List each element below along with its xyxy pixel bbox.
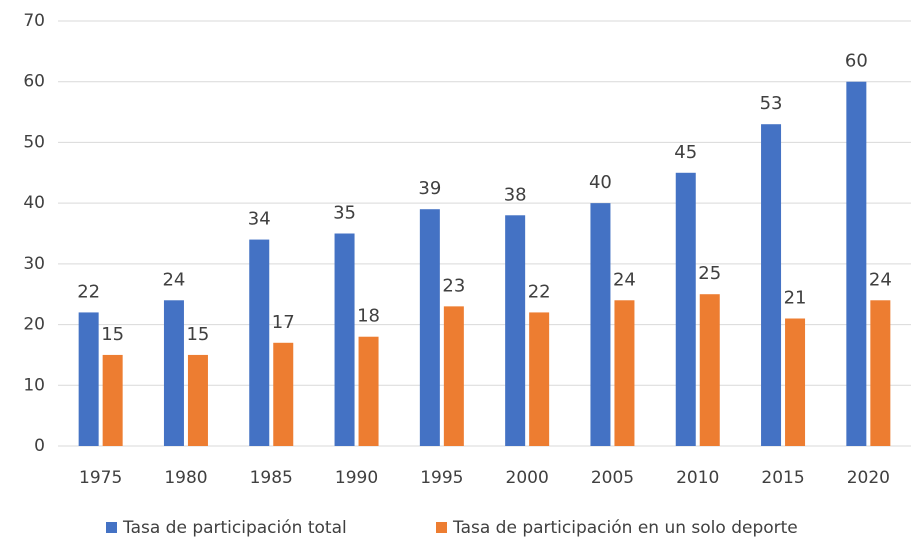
bar	[505, 215, 526, 446]
data-label: 34	[248, 209, 271, 230]
bar	[785, 318, 806, 446]
x-tick-label: 2010	[676, 468, 719, 488]
data-label: 25	[698, 263, 721, 284]
data-label: 18	[357, 306, 380, 327]
bar	[761, 124, 782, 446]
legend-swatch	[106, 522, 117, 533]
data-label: 45	[674, 142, 697, 163]
data-label: 39	[418, 178, 441, 199]
x-tick-label: 2005	[591, 468, 634, 488]
y-tick-label: 70	[23, 11, 45, 31]
data-label: 53	[760, 93, 783, 114]
bar	[614, 300, 635, 446]
y-tick-label: 60	[23, 72, 45, 92]
x-tick-label: 1975	[79, 468, 122, 488]
y-tick-label: 0	[34, 436, 45, 456]
data-label: 15	[186, 324, 209, 345]
data-label: 38	[504, 184, 527, 205]
data-label: 60	[845, 51, 868, 72]
data-label: 24	[869, 269, 892, 290]
bar	[675, 172, 696, 447]
bar	[590, 203, 611, 446]
data-label: 15	[101, 324, 124, 345]
bar	[443, 306, 464, 446]
x-tick-label: 1985	[250, 468, 293, 488]
bar	[699, 294, 720, 446]
data-label: 40	[589, 172, 612, 193]
data-label: 22	[528, 281, 551, 302]
bar	[529, 312, 550, 446]
bar	[334, 233, 355, 446]
y-tick-label: 40	[23, 193, 45, 213]
bar	[419, 209, 440, 446]
y-tick-label: 10	[23, 375, 45, 395]
data-label: 21	[784, 288, 807, 309]
bar	[870, 300, 891, 446]
bar	[358, 336, 379, 446]
bar	[78, 312, 99, 446]
bar	[187, 354, 208, 446]
y-tick-label: 50	[23, 132, 45, 152]
data-label: 23	[442, 275, 465, 296]
y-tick-label: 20	[23, 315, 45, 335]
bar	[102, 354, 123, 446]
legend-swatch	[436, 522, 447, 533]
x-tick-label: 2015	[761, 468, 804, 488]
data-label: 35	[333, 203, 356, 224]
x-tick-label: 1995	[420, 468, 463, 488]
bar	[249, 239, 270, 446]
data-label: 17	[272, 312, 295, 333]
data-label: 22	[77, 281, 100, 302]
y-tick-label: 30	[23, 254, 45, 274]
legend-label: Tasa de participación total	[122, 518, 347, 538]
x-tick-label: 2020	[847, 468, 890, 488]
bar	[273, 342, 294, 446]
legend-label: Tasa de participación en un solo deporte	[452, 518, 798, 538]
bar	[163, 300, 184, 446]
data-label: 24	[613, 269, 636, 290]
x-tick-label: 1990	[335, 468, 378, 488]
data-label: 24	[162, 269, 185, 290]
x-tick-label: 2000	[506, 468, 549, 488]
x-tick-label: 1980	[164, 468, 207, 488]
bar	[846, 81, 867, 446]
